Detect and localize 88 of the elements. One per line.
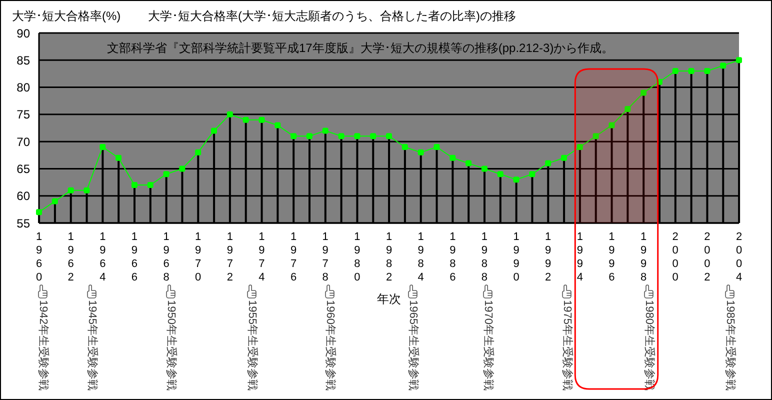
point: [704, 68, 710, 74]
point: [608, 122, 615, 128]
text: 1985年生受験参戦: [724, 300, 737, 390]
point: [338, 133, 344, 140]
point: [672, 68, 678, 74]
point: [226, 111, 233, 118]
x-tick-label: 1 9 7 4: [258, 231, 265, 284]
point: [195, 149, 202, 156]
y-tick-label: 65: [16, 162, 30, 176]
point: [68, 187, 74, 194]
point: [84, 187, 90, 194]
x-tick-label: 2 0 0 4: [736, 231, 742, 284]
y-tick-label: 90: [16, 26, 30, 40]
point: [529, 171, 536, 178]
point: [274, 122, 281, 128]
x-tick-label: 1 9 8 8: [481, 231, 488, 284]
x-tick-label: 1 9 9 8: [640, 231, 647, 284]
text: 1965年生受験参戦: [407, 300, 420, 390]
text: 1945年生受験参戦: [86, 300, 99, 390]
x-tick-label: 1 9 9 0: [513, 231, 520, 284]
x-tick-label: 1 9 7 0: [195, 231, 202, 284]
point: [322, 128, 328, 134]
y-tick-label: 60: [16, 189, 30, 204]
text: 1975年生受験参戦: [561, 300, 574, 390]
x-tick-label: 1 9 6 6: [131, 231, 138, 284]
text: 1960年生受験参戦: [324, 300, 337, 390]
point: [147, 182, 154, 188]
text: 1970年生受験参戦: [482, 300, 495, 390]
point: [450, 154, 456, 161]
annotation: 文部科学省『文部科学統計要覧平成17年度版』大学･短大の規模等の推移(pp.212-3)から作成。: [107, 41, 614, 55]
point: [290, 133, 297, 140]
y-tick-label: 80: [16, 80, 30, 95]
point: [370, 133, 376, 140]
point: [624, 106, 631, 112]
point: [513, 176, 520, 183]
point: [561, 154, 567, 161]
point: [434, 144, 440, 150]
point: [179, 166, 186, 172]
y-tick-label: 85: [16, 53, 30, 68]
point: [688, 68, 694, 74]
point: [592, 133, 599, 140]
x-tick-label: 1 9 6 8: [163, 231, 170, 284]
point: [52, 198, 58, 204]
point: [131, 182, 138, 188]
point: [36, 209, 42, 216]
x-tick-label: 1 9 8 2: [386, 231, 392, 284]
y-tick-label: 70: [16, 134, 30, 149]
x-tick-label: 1 9 8 6: [450, 231, 456, 284]
point: [116, 154, 122, 161]
x-tick-label: 1 9 7 2: [226, 231, 233, 284]
x-tick-label: 1 9 6 2: [68, 231, 74, 284]
text: 1950年生受験参戦: [165, 300, 178, 390]
y-tick-label: 75: [16, 108, 30, 122]
point: [640, 90, 647, 96]
x-tick-label: 1 9 8 4: [418, 231, 424, 284]
point: [466, 160, 472, 166]
text: 1955年生受験参戦: [246, 300, 259, 390]
x-tick-label: 1 9 6 0: [36, 231, 42, 284]
x-tick-label: 1 9 7 6: [290, 231, 297, 284]
y-axis-title: 大学･短大合格率(%): [12, 9, 121, 23]
point: [720, 62, 726, 69]
point: [481, 166, 488, 172]
point: [402, 144, 408, 150]
point: [100, 144, 106, 150]
point: [418, 149, 424, 156]
point: [736, 57, 742, 64]
point: [211, 128, 217, 134]
x-tick-label: 2 0 0 2: [704, 231, 710, 284]
chart-title: 大学･短大合格率(大学･短大志願者のうち、合格した者の比率)の推移: [148, 9, 516, 23]
y-tick-label: 55: [16, 216, 30, 230]
x-tick-label: 1 9 8 0: [354, 231, 360, 284]
x-tick-label: 1 9 9 2: [545, 231, 552, 284]
point: [242, 116, 249, 123]
x-tick-label: 2 0 0 0: [672, 231, 678, 284]
point: [497, 171, 504, 178]
point: [258, 116, 265, 123]
point: [163, 171, 170, 178]
point: [545, 160, 552, 166]
x-tick-label: 1 9 9 4: [576, 231, 583, 284]
point: [576, 144, 583, 150]
point: [386, 133, 392, 140]
point: [306, 133, 312, 140]
x-axis-title: 年次: [377, 292, 401, 306]
point: [354, 133, 360, 140]
x-tick-label: 1 9 9 6: [608, 231, 615, 284]
text: 1942年生受験参戦: [37, 300, 50, 390]
x-tick-label: 1 9 7 8: [322, 231, 328, 284]
x-tick-label: 1 9 6 4: [100, 231, 106, 284]
